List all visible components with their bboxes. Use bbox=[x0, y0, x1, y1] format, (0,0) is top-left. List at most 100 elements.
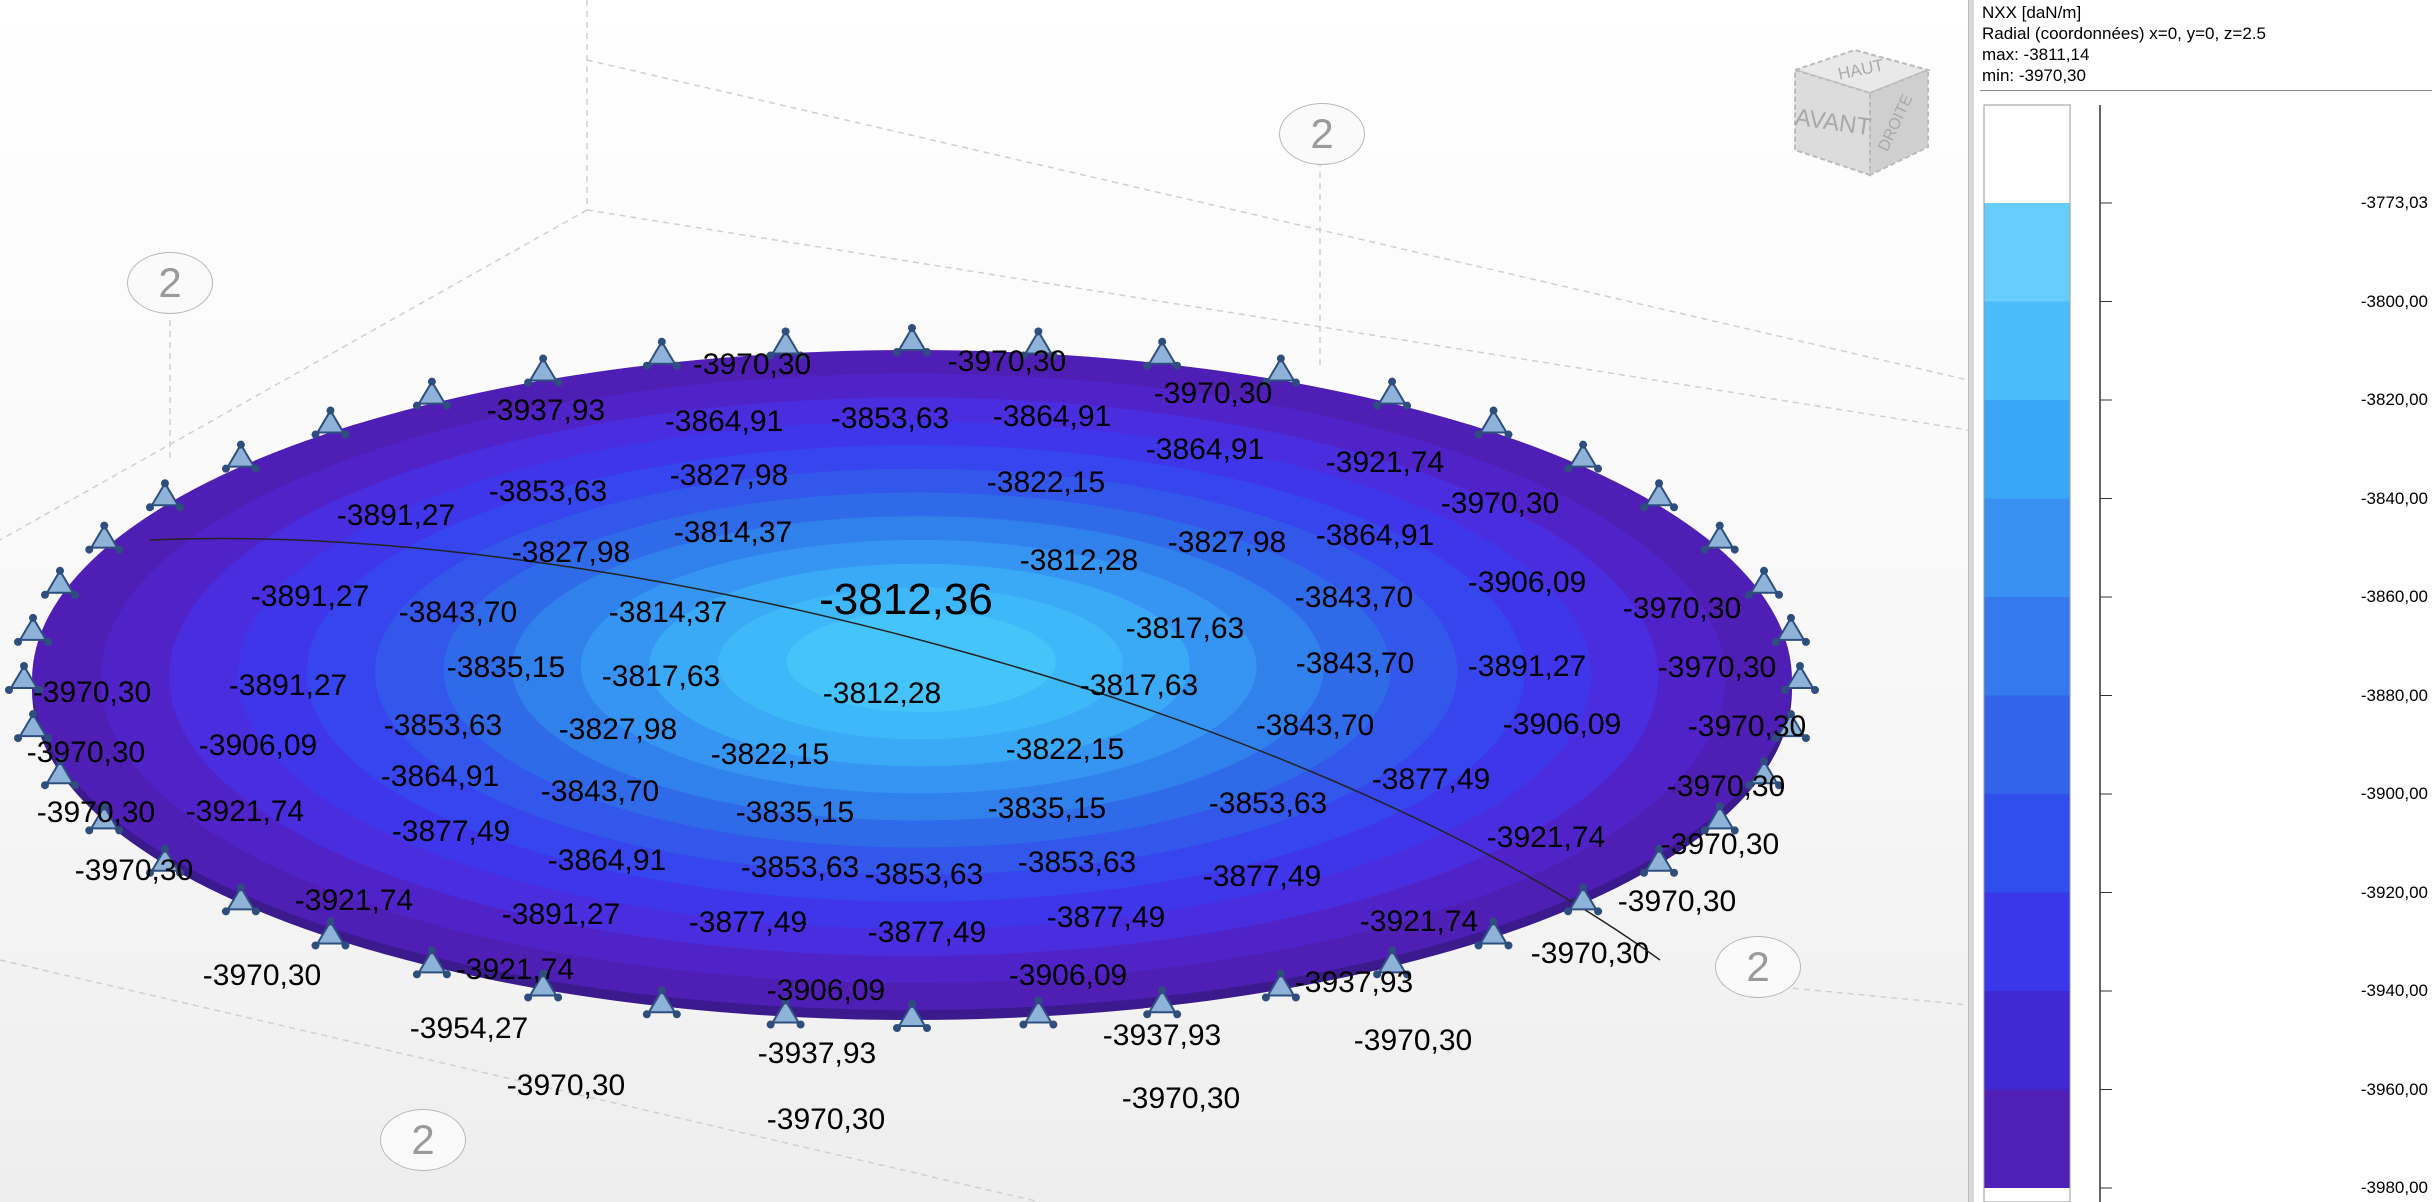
support-icon bbox=[40, 757, 79, 790]
contour-value-label: -3835,15 bbox=[735, 796, 855, 829]
support-icon bbox=[1771, 710, 1810, 743]
supports bbox=[5, 324, 1819, 1032]
contour-value-label: -3891,27 bbox=[1467, 650, 1587, 683]
contour-value-label: -3853,63 bbox=[830, 402, 950, 435]
contour-value-label: -3970,30 bbox=[1440, 487, 1560, 520]
support-icon bbox=[524, 969, 563, 1002]
support-icon bbox=[766, 327, 805, 360]
scale-band bbox=[1984, 794, 2070, 893]
support-icon bbox=[85, 521, 124, 554]
legend-min: min: -3970,30 bbox=[1982, 66, 2086, 85]
scale-tick-label: -3960,00 bbox=[2360, 1079, 2428, 1099]
axis-marker: 2 bbox=[1715, 936, 1801, 998]
contour-value-label: -3864,91 bbox=[1145, 433, 1265, 466]
contour-value-label: -3853,63 bbox=[1208, 787, 1328, 820]
scale-tick-label: -3880,00 bbox=[2360, 685, 2428, 705]
contour-ring bbox=[786, 611, 1056, 713]
contour-value-label: -3970,30 bbox=[1660, 828, 1780, 861]
contour-value-label: -3877,49 bbox=[1046, 901, 1166, 934]
scale-band bbox=[1984, 695, 2070, 794]
contour-value-label: -3921,74 bbox=[185, 795, 305, 828]
support-icon bbox=[5, 662, 43, 694]
support-icon bbox=[40, 566, 79, 599]
support-icon bbox=[221, 883, 260, 916]
support-icon bbox=[1019, 327, 1058, 360]
contour-value-label: -3937,93 bbox=[1102, 1019, 1222, 1052]
contour-value-label: -3970,30 bbox=[36, 796, 156, 829]
contour-value-label: -3970,30 bbox=[1666, 770, 1786, 803]
contour-value-label: -3906,09 bbox=[766, 974, 886, 1007]
contour-value-label: -3921,74 bbox=[1359, 905, 1479, 938]
support-icon bbox=[412, 946, 451, 979]
contour-value-label: -3864,91 bbox=[992, 400, 1112, 433]
support-icon bbox=[1700, 802, 1739, 835]
support-icon bbox=[145, 479, 184, 512]
contour-value-label: -3970,30 bbox=[506, 1069, 626, 1102]
contour-value-label: -3817,63 bbox=[1079, 669, 1199, 702]
scale-tick-label: -3860,00 bbox=[2360, 587, 2428, 606]
contour-value-label: -3827,98 bbox=[511, 536, 631, 569]
contour-value-label: -3827,98 bbox=[669, 459, 789, 492]
3d-viewport[interactable]: 2 2 2 2 HAUT AVANT DROITE -3970,30 -3970,… bbox=[0, 0, 1968, 1202]
nav-cube[interactable]: HAUT AVANT DROITE bbox=[1780, 25, 1940, 185]
contour-value-label: -3891,27 bbox=[228, 669, 348, 702]
support-icon bbox=[524, 354, 563, 387]
contour-value-label: -3853,63 bbox=[1017, 846, 1137, 879]
contour-value-label: -3891,27 bbox=[336, 499, 456, 532]
support-icon bbox=[1640, 844, 1679, 877]
scale-tick-label: -3840,00 bbox=[2360, 488, 2428, 508]
support-icon bbox=[1700, 521, 1739, 554]
contour-value-label: -3843,70 bbox=[1255, 709, 1375, 742]
contour-value-label: -3822,15 bbox=[1005, 733, 1125, 766]
contour-value-label: -3937,93 bbox=[486, 394, 606, 427]
scale-band bbox=[1984, 991, 2070, 1090]
scale-band bbox=[1984, 301, 2070, 400]
scale-tick-label: -3773,03 bbox=[2360, 193, 2428, 212]
contour-value-label: -3970,30 bbox=[1657, 651, 1777, 684]
contour-value-label: -3877,49 bbox=[867, 916, 987, 949]
contour-value-label: -3817,63 bbox=[1125, 612, 1245, 645]
contour-value-label: -3970,30 bbox=[1687, 710, 1807, 743]
contour-value-label: -3822,15 bbox=[710, 738, 830, 771]
contour-value-label: -3906,09 bbox=[198, 729, 318, 762]
axis-marker: 2 bbox=[127, 252, 213, 314]
contour-value-label: -3906,09 bbox=[1008, 959, 1128, 992]
contour-value-label: -3970,30 bbox=[1121, 1082, 1241, 1115]
scale-frame bbox=[1983, 104, 2071, 1202]
contour-value-label: -3970,30 bbox=[32, 676, 152, 709]
contour-value-label: -3843,70 bbox=[1294, 581, 1414, 614]
contour-value-label: -3835,15 bbox=[987, 792, 1107, 825]
contour-value-label: -3853,63 bbox=[383, 709, 503, 742]
axis-marker: 2 bbox=[380, 1109, 466, 1171]
contour-value-label: -3954,27 bbox=[409, 1012, 529, 1045]
support-icon bbox=[1474, 917, 1513, 950]
plate-contour-rings bbox=[32, 350, 1792, 1020]
contour-value-label: -3921,74 bbox=[455, 953, 575, 986]
contour-value-label: -3812,28 bbox=[1019, 544, 1139, 577]
contour-value-label: -3921,74 bbox=[294, 884, 414, 917]
scale-tick-label: -3980,00 bbox=[2360, 1178, 2428, 1197]
contour-value-label: -3906,09 bbox=[1467, 566, 1587, 599]
scale-band bbox=[1984, 498, 2070, 597]
legend-divider bbox=[1980, 90, 2432, 91]
support-icon bbox=[1019, 996, 1058, 1029]
support-icon bbox=[893, 324, 931, 356]
support-icon bbox=[1640, 479, 1679, 512]
contour-value-label: -3970,30 bbox=[74, 854, 194, 887]
contour-value-label: -3906,09 bbox=[1502, 708, 1622, 741]
legend-max: max: -3811,14 bbox=[1982, 45, 2090, 64]
contour-value-label: -3812,36 bbox=[819, 575, 993, 624]
scale-band bbox=[1984, 597, 2070, 696]
contour-value-label: -3891,27 bbox=[501, 898, 621, 931]
support-icon bbox=[1143, 986, 1182, 1019]
support-icon bbox=[311, 917, 350, 950]
contour-value-label: -3877,49 bbox=[688, 906, 808, 939]
legend-header: NXX [daN/m] Radial (coordonnées) x=0, y=… bbox=[1982, 2, 2266, 86]
contour-value-label: -3843,70 bbox=[398, 596, 518, 629]
support-icon bbox=[1474, 406, 1513, 439]
support-icon bbox=[1745, 566, 1784, 599]
scale-tick-label: -3940,00 bbox=[2360, 981, 2428, 1000]
support-icon bbox=[14, 613, 53, 646]
legend-system: Radial (coordonnées) x=0, y=0, z=2.5 bbox=[1982, 24, 2266, 43]
contour-value-label: -3877,49 bbox=[1371, 763, 1491, 796]
